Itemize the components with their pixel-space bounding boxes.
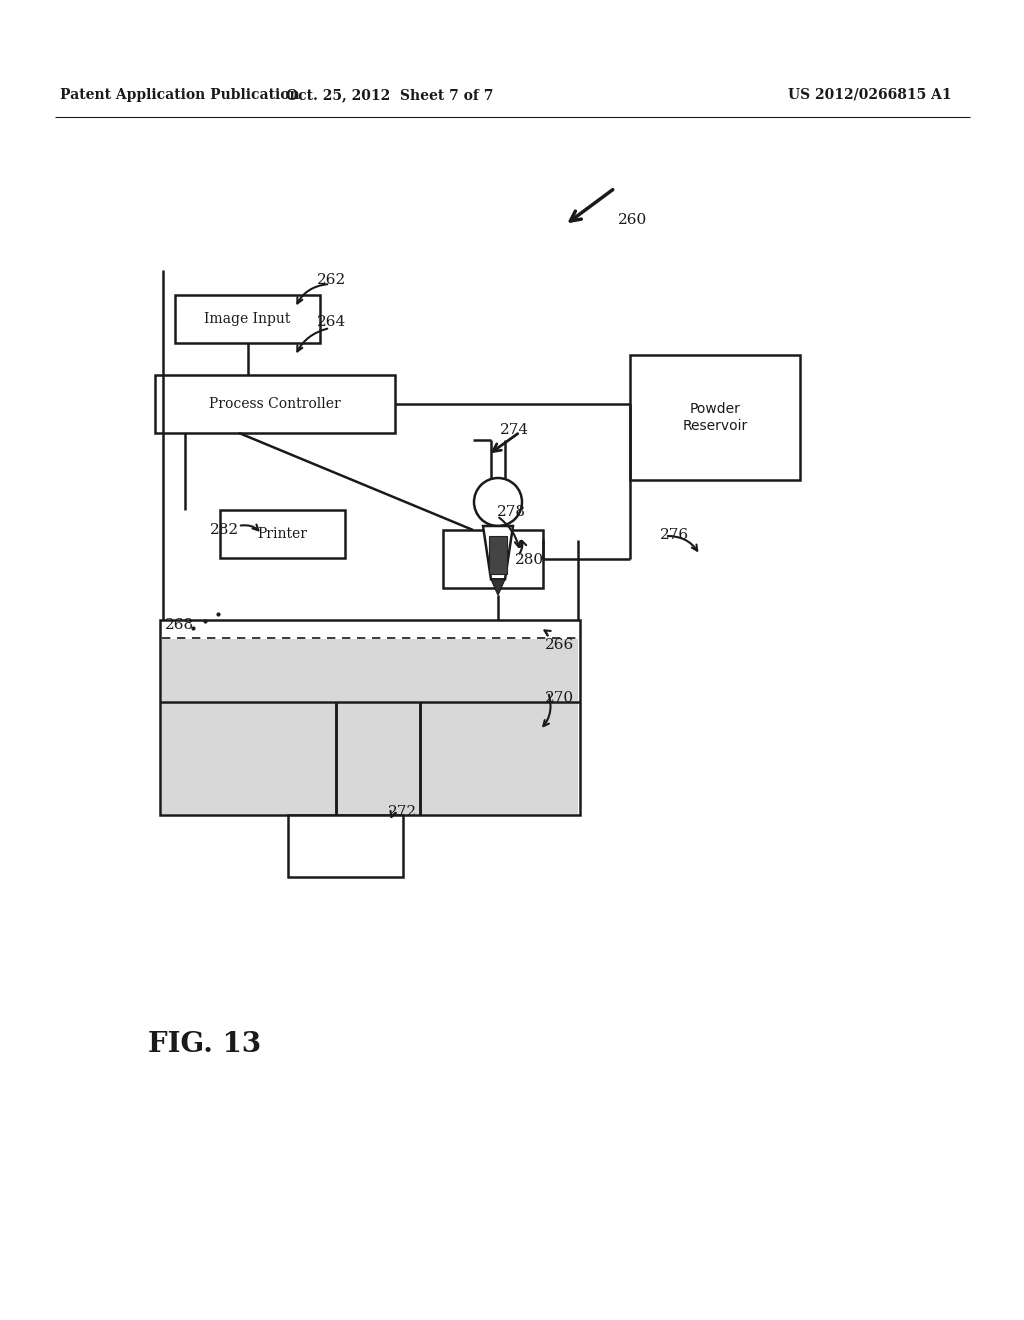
FancyArrowPatch shape — [544, 694, 551, 726]
Bar — [155, 375, 395, 433]
Text: Patent Application Publication: Patent Application Publication — [60, 88, 300, 102]
Bar — [162, 639, 578, 701]
Text: Process Controller: Process Controller — [209, 397, 341, 411]
Bar — [162, 702, 578, 814]
FancyArrowPatch shape — [241, 524, 258, 531]
Bar — [175, 294, 319, 343]
FancyArrowPatch shape — [500, 517, 520, 546]
Text: 280: 280 — [515, 553, 544, 568]
Polygon shape — [483, 525, 513, 579]
Circle shape — [474, 478, 522, 525]
Polygon shape — [490, 579, 505, 595]
Text: Printer: Printer — [257, 527, 307, 541]
Text: FIG. 13: FIG. 13 — [148, 1031, 261, 1059]
FancyArrowPatch shape — [545, 631, 551, 636]
Text: 278: 278 — [497, 506, 526, 519]
Text: 264: 264 — [317, 315, 346, 329]
FancyArrowPatch shape — [519, 541, 526, 553]
Text: Powder
Reservoir: Powder Reservoir — [682, 403, 748, 433]
Bar — [630, 355, 800, 480]
Text: 270: 270 — [545, 690, 574, 705]
Bar — [443, 531, 543, 587]
Bar — [160, 620, 580, 814]
Text: Oct. 25, 2012  Sheet 7 of 7: Oct. 25, 2012 Sheet 7 of 7 — [287, 88, 494, 102]
Text: 266: 266 — [545, 638, 574, 652]
Text: Image Input: Image Input — [205, 312, 291, 326]
Text: 274: 274 — [500, 422, 529, 437]
Text: 272: 272 — [388, 805, 417, 818]
FancyArrowPatch shape — [297, 329, 328, 351]
FancyArrowPatch shape — [297, 284, 328, 304]
Text: 276: 276 — [660, 528, 689, 543]
Text: 260: 260 — [618, 213, 647, 227]
Text: 268: 268 — [165, 618, 195, 632]
FancyArrowPatch shape — [668, 536, 697, 550]
Text: 282: 282 — [210, 523, 240, 537]
Text: US 2012/0266815 A1: US 2012/0266815 A1 — [788, 88, 952, 102]
Bar — [489, 536, 507, 574]
Text: 262: 262 — [317, 273, 346, 286]
FancyArrowPatch shape — [390, 810, 395, 817]
Bar — [288, 814, 403, 876]
Bar — [220, 510, 345, 558]
